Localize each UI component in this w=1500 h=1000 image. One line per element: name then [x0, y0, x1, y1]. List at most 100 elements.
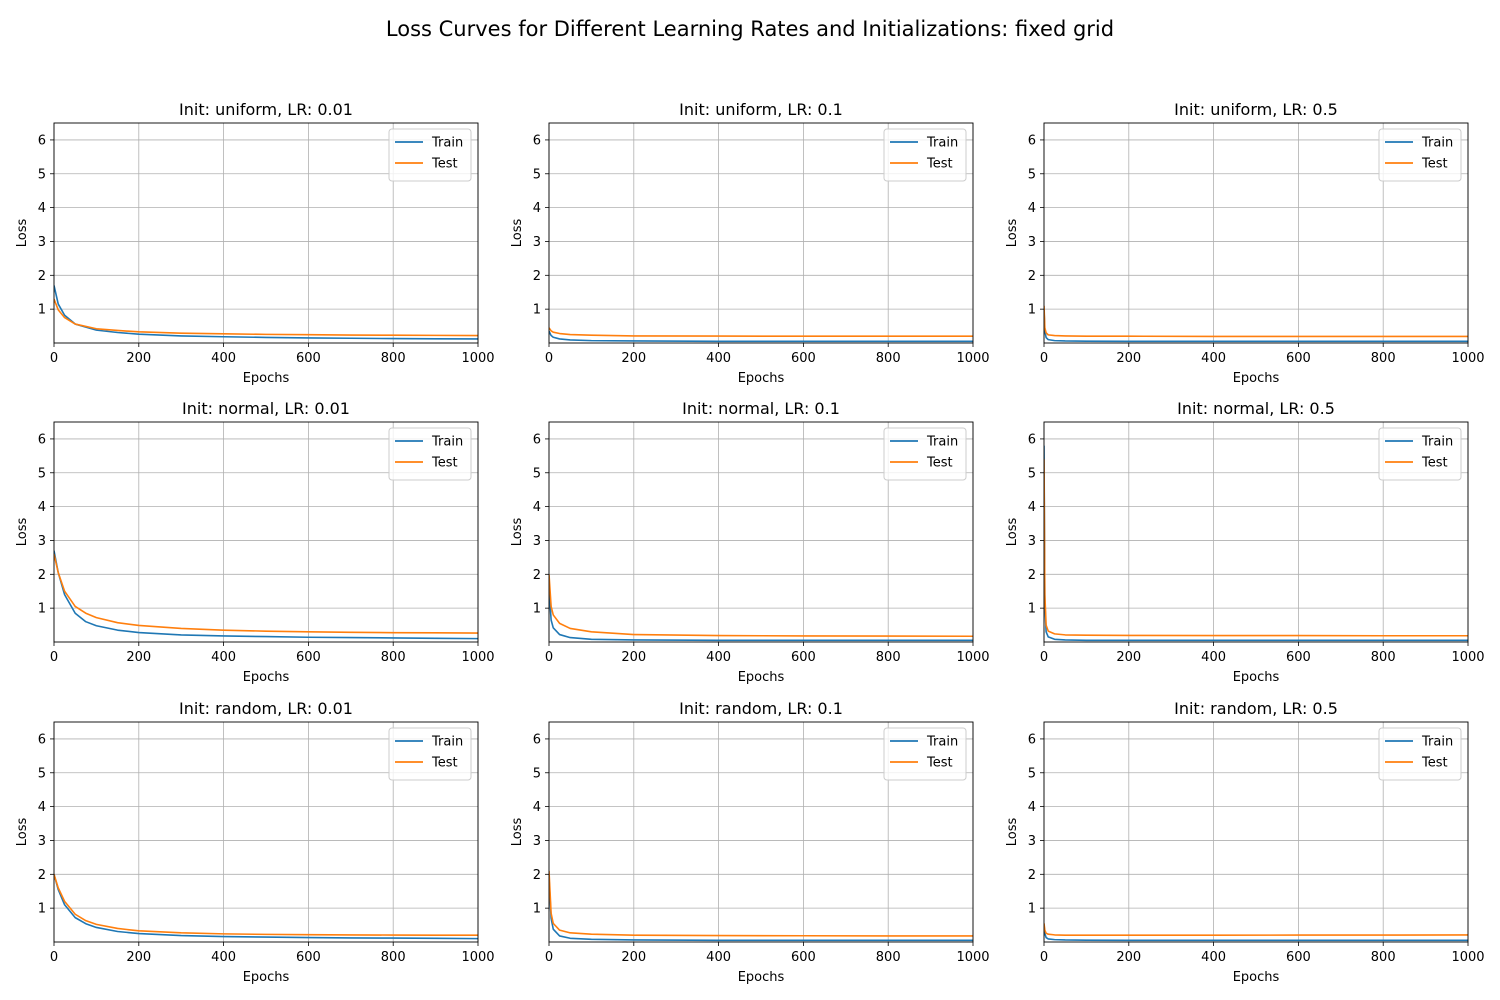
y-tick-label: 3	[38, 834, 46, 849]
y-tick-label: 1	[1028, 602, 1036, 617]
x-tick-label: 400	[1201, 351, 1226, 366]
series-line-test	[54, 298, 478, 337]
series-line-test	[1044, 305, 1468, 338]
x-tick-label: 600	[296, 351, 321, 366]
x-axis-label: Epochs	[1233, 371, 1280, 386]
legend-label: Test	[431, 756, 458, 771]
y-tick-label: 3	[1028, 534, 1036, 549]
x-tick-label: 1000	[461, 351, 494, 366]
subplot-title: Init: random, LR: 0.1	[679, 699, 843, 718]
series-line-train	[1044, 925, 1468, 942]
y-tick-label: 2	[533, 269, 541, 284]
legend: Train Test	[1378, 128, 1462, 182]
axes-frame	[53, 721, 479, 943]
x-tick-label: 600	[1286, 950, 1311, 965]
y-tick-label: 3	[533, 534, 541, 549]
x-tick-label: 600	[791, 950, 816, 965]
y-tick-label: 4	[38, 800, 46, 815]
y-tick-label: 3	[38, 235, 46, 250]
legend-label: Test	[926, 456, 953, 471]
x-axis-label: Epochs	[1233, 970, 1280, 985]
x-tick-label: 200	[621, 650, 646, 665]
subplot-1: 0 200 400 600 800 1000 1 2 3 4 5 6 Init: uniform, LR…	[15, 100, 495, 386]
y-tick-label: 6	[38, 732, 46, 747]
series-line-test	[1044, 923, 1468, 937]
subplot-2: 0 200 400 600 800 1000 1 2 3 4 5 6 Init: uniform, LR…	[510, 100, 990, 386]
legend-label: Train	[926, 735, 958, 750]
x-tick-label: 600	[791, 650, 816, 665]
x-axis-label: Epochs	[738, 670, 785, 685]
y-tick-label: 6	[533, 432, 541, 447]
y-tick-label: 1	[38, 602, 46, 617]
series-line-test	[549, 574, 973, 638]
x-tick-label: 0	[50, 351, 58, 366]
legend: Train Test	[883, 128, 967, 182]
y-tick-label: 6	[1028, 732, 1036, 747]
x-axis-label: Epochs	[243, 371, 290, 386]
legend-label: Test	[1421, 456, 1448, 471]
y-tick-label: 1	[533, 602, 541, 617]
legend-label: Train	[431, 435, 463, 450]
x-tick-label: 200	[126, 950, 151, 965]
y-tick-label: 4	[1028, 201, 1036, 216]
legend-label: Train	[1421, 735, 1453, 750]
x-tick-label: 1000	[956, 351, 989, 366]
x-tick-label: 400	[706, 351, 731, 366]
x-tick-label: 1000	[1451, 351, 1484, 366]
legend: Train Test	[388, 427, 472, 481]
axes-frame	[548, 721, 974, 943]
legend-label: Train	[926, 136, 958, 151]
y-tick-label: 1	[533, 303, 541, 318]
x-tick-label: 600	[1286, 351, 1311, 366]
subplot-7: 0 200 400 600 800 1000 1 2 3 4 5 6 Init: random, LR:…	[15, 699, 495, 985]
y-axis-label: Loss	[1005, 518, 1020, 547]
x-tick-label: 0	[50, 950, 58, 965]
y-tick-label: 1	[1028, 303, 1036, 318]
legend-label: Test	[431, 456, 458, 471]
x-tick-label: 800	[876, 351, 901, 366]
y-tick-label: 4	[533, 201, 541, 216]
y-tick-label: 2	[1028, 269, 1036, 284]
subplot-9: 0 200 400 600 800 1000 1 2 3 4 5 6 Init: random, LR:…	[1005, 699, 1485, 985]
x-tick-label: 800	[876, 950, 901, 965]
x-tick-label: 800	[876, 650, 901, 665]
legend-label: Test	[1421, 756, 1448, 771]
subplot-title: Init: uniform, LR: 0.5	[1174, 100, 1338, 119]
legend-label: Test	[1421, 157, 1448, 172]
x-tick-label: 200	[126, 650, 151, 665]
series-line-train	[1044, 309, 1468, 343]
legend-label: Train	[926, 435, 958, 450]
subplot-8: 0 200 400 600 800 1000 1 2 3 4 5 6 Init: random, LR:…	[510, 699, 990, 985]
y-axis-label: Loss	[1005, 219, 1020, 248]
y-axis-label: Loss	[15, 518, 30, 547]
series-line-train	[54, 550, 478, 640]
x-axis-label: Epochs	[243, 670, 290, 685]
y-tick-label: 4	[533, 800, 541, 815]
axes-frame	[548, 421, 974, 643]
axes-frame	[1043, 721, 1469, 943]
x-tick-label: 800	[1371, 351, 1396, 366]
y-axis-label: Loss	[510, 219, 525, 248]
axes-frame	[53, 122, 479, 344]
x-axis-label: Epochs	[1233, 670, 1280, 685]
legend-label: Train	[1421, 136, 1453, 151]
x-axis-label: Epochs	[243, 970, 290, 985]
x-tick-label: 200	[1116, 950, 1141, 965]
x-tick-label: 800	[381, 650, 406, 665]
x-tick-label: 600	[296, 950, 321, 965]
x-tick-label: 0	[1040, 650, 1048, 665]
y-axis-label: Loss	[1005, 818, 1020, 847]
x-tick-label: 400	[1201, 650, 1226, 665]
legend-label: Train	[431, 735, 463, 750]
subplot-3: 0 200 400 600 800 1000 1 2 3 4 5 6 Init: uniform, LR…	[1005, 100, 1485, 386]
legend-label: Test	[926, 756, 953, 771]
subplot-title: Init: normal, LR: 0.01	[182, 399, 350, 418]
legend: Train Test	[1378, 727, 1462, 781]
legend-label: Test	[926, 157, 953, 172]
y-tick-label: 5	[533, 466, 541, 481]
y-tick-label: 2	[38, 568, 46, 583]
subplot-title: Init: uniform, LR: 0.01	[179, 100, 353, 119]
subplot-title: Init: random, LR: 0.5	[1174, 699, 1338, 718]
